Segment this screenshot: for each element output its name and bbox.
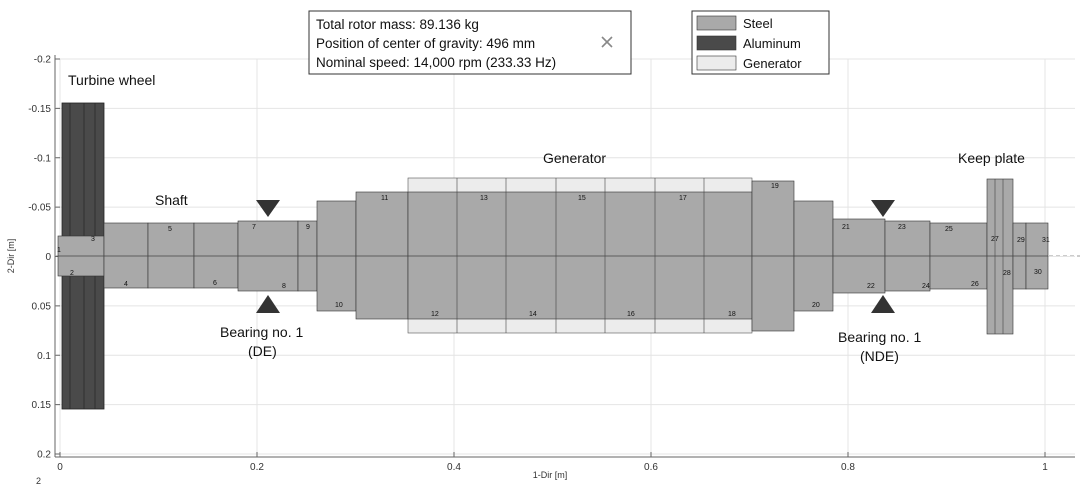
segment-number-6: 6 [213,280,217,287]
x-tick-label: 0.2 [250,462,264,473]
generator-label: Generator [543,150,606,166]
shaft-segment [193,222,239,289]
segment-number-24: 24 [922,283,930,290]
segment-number-5: 5 [168,226,172,233]
legend-swatch-steel [696,15,737,31]
x-tick-label: 0.4 [447,462,461,473]
info-nominal-speed: Nominal speed: 14,000 rpm (233.33 Hz) [316,55,556,70]
segment-numbers: 1234567891011121314151617181920212223242… [57,183,1050,318]
bearing-de-top-marker [256,200,280,217]
segment-number-23: 23 [898,224,906,231]
segment-number-19: 19 [771,183,779,190]
x-tick-label: 0 [57,462,63,473]
x-tick-label: 1 [1042,462,1048,473]
segment-number-7: 7 [252,224,256,231]
y-tick-label: -0.2 [34,55,52,66]
cog-marker-icon [601,36,613,48]
segment-number-8: 8 [282,283,286,290]
segment-number-29: 29 [1017,237,1025,244]
y-tick-label: 0.1 [37,351,51,362]
rotor-info-box: Total rotor mass: 89.136 kg Position of … [308,10,632,75]
shaft-segment [355,191,409,320]
segment-number-12: 12 [431,311,439,318]
segment-number-30: 30 [1034,269,1042,276]
y-tick-label: -0.05 [28,203,51,214]
keep-plate [986,178,1014,335]
bearing-nde-label-line2: (NDE) [860,348,899,364]
segment-number-21: 21 [842,224,850,231]
legend-label-aluminum: Aluminum [743,36,801,51]
y-tick-label: -0.15 [28,104,51,115]
y-tick-label: 0.05 [32,301,52,312]
legend-label-generator: Generator [743,56,802,71]
rotor-model [57,102,1049,410]
segment-number-27: 27 [991,236,999,243]
segment-number-4: 4 [124,281,128,288]
y-tick-label: 0.2 [37,450,51,461]
y-tick-label: 0.15 [32,400,52,411]
generator-core [407,191,753,320]
info-total-mass: Total rotor mass: 89.136 kg [316,17,479,32]
segment-number-18: 18 [728,311,736,318]
axis-corner-mark: 2 [36,476,41,486]
segment-number-25: 25 [945,226,953,233]
segment-number-20: 20 [812,302,820,309]
segment-number-16: 16 [627,311,635,318]
info-center-of-gravity: Position of center of gravity: 496 mm [316,36,535,51]
bearing-nde-bottom-marker [871,295,895,313]
y-tick-label: -0.1 [34,153,52,164]
turbine-wheel-label: Turbine wheel [68,72,155,88]
segment-number-11: 11 [381,195,388,202]
legend-swatch-aluminum [696,35,737,51]
segment-number-15: 15 [578,195,586,202]
y-tick-label: 0 [45,252,51,263]
bearing-de-bottom-marker [256,295,280,313]
segment-number-17: 17 [679,195,687,202]
segment-number-3: 3 [91,236,95,243]
segment-number-14: 14 [529,311,537,318]
segment-number-9: 9 [306,224,310,231]
bearing-nde [871,200,895,313]
segment-number-22: 22 [867,283,875,290]
segment-number-10: 10 [335,302,343,309]
segment-number-28: 28 [1003,270,1011,277]
segment-number-1: 1 [57,247,61,254]
shaft-label: Shaft [155,192,188,208]
y-axis-label: 2-Dir [m] [6,239,16,274]
segment-number-31: 31 [1042,237,1050,244]
info-box-frame [308,10,632,75]
bearing-de [256,200,280,313]
bearing-nde-label-line1: Bearing no. 1 [838,329,921,345]
shaft-segment [147,222,195,289]
axis-ticks: 0 0.2 0.4 0.6 0.8 1 -0.2 -0.15 -0.1 -0.05 0 0.05 0.1… [28,55,1048,474]
shaft-segment [103,222,149,289]
x-axis-label: 1-Dir [m] [533,470,568,480]
segment-number-2: 2 [70,270,74,277]
x-tick-label: 0.6 [644,462,658,473]
bearing-nde-top-marker [871,200,895,217]
bearing-de-label-line1: Bearing no. 1 [220,324,303,340]
material-legend: Steel Aluminum Generator [691,10,830,75]
bearing-de-label-line2: (DE) [248,343,277,359]
segment-number-26: 26 [971,281,979,288]
x-tick-label: 0.8 [841,462,855,473]
legend-label-steel: Steel [743,16,773,31]
legend-swatch-generator [696,55,737,71]
segment-number-13: 13 [480,195,488,202]
keep-plate-label: Keep plate [958,150,1025,166]
